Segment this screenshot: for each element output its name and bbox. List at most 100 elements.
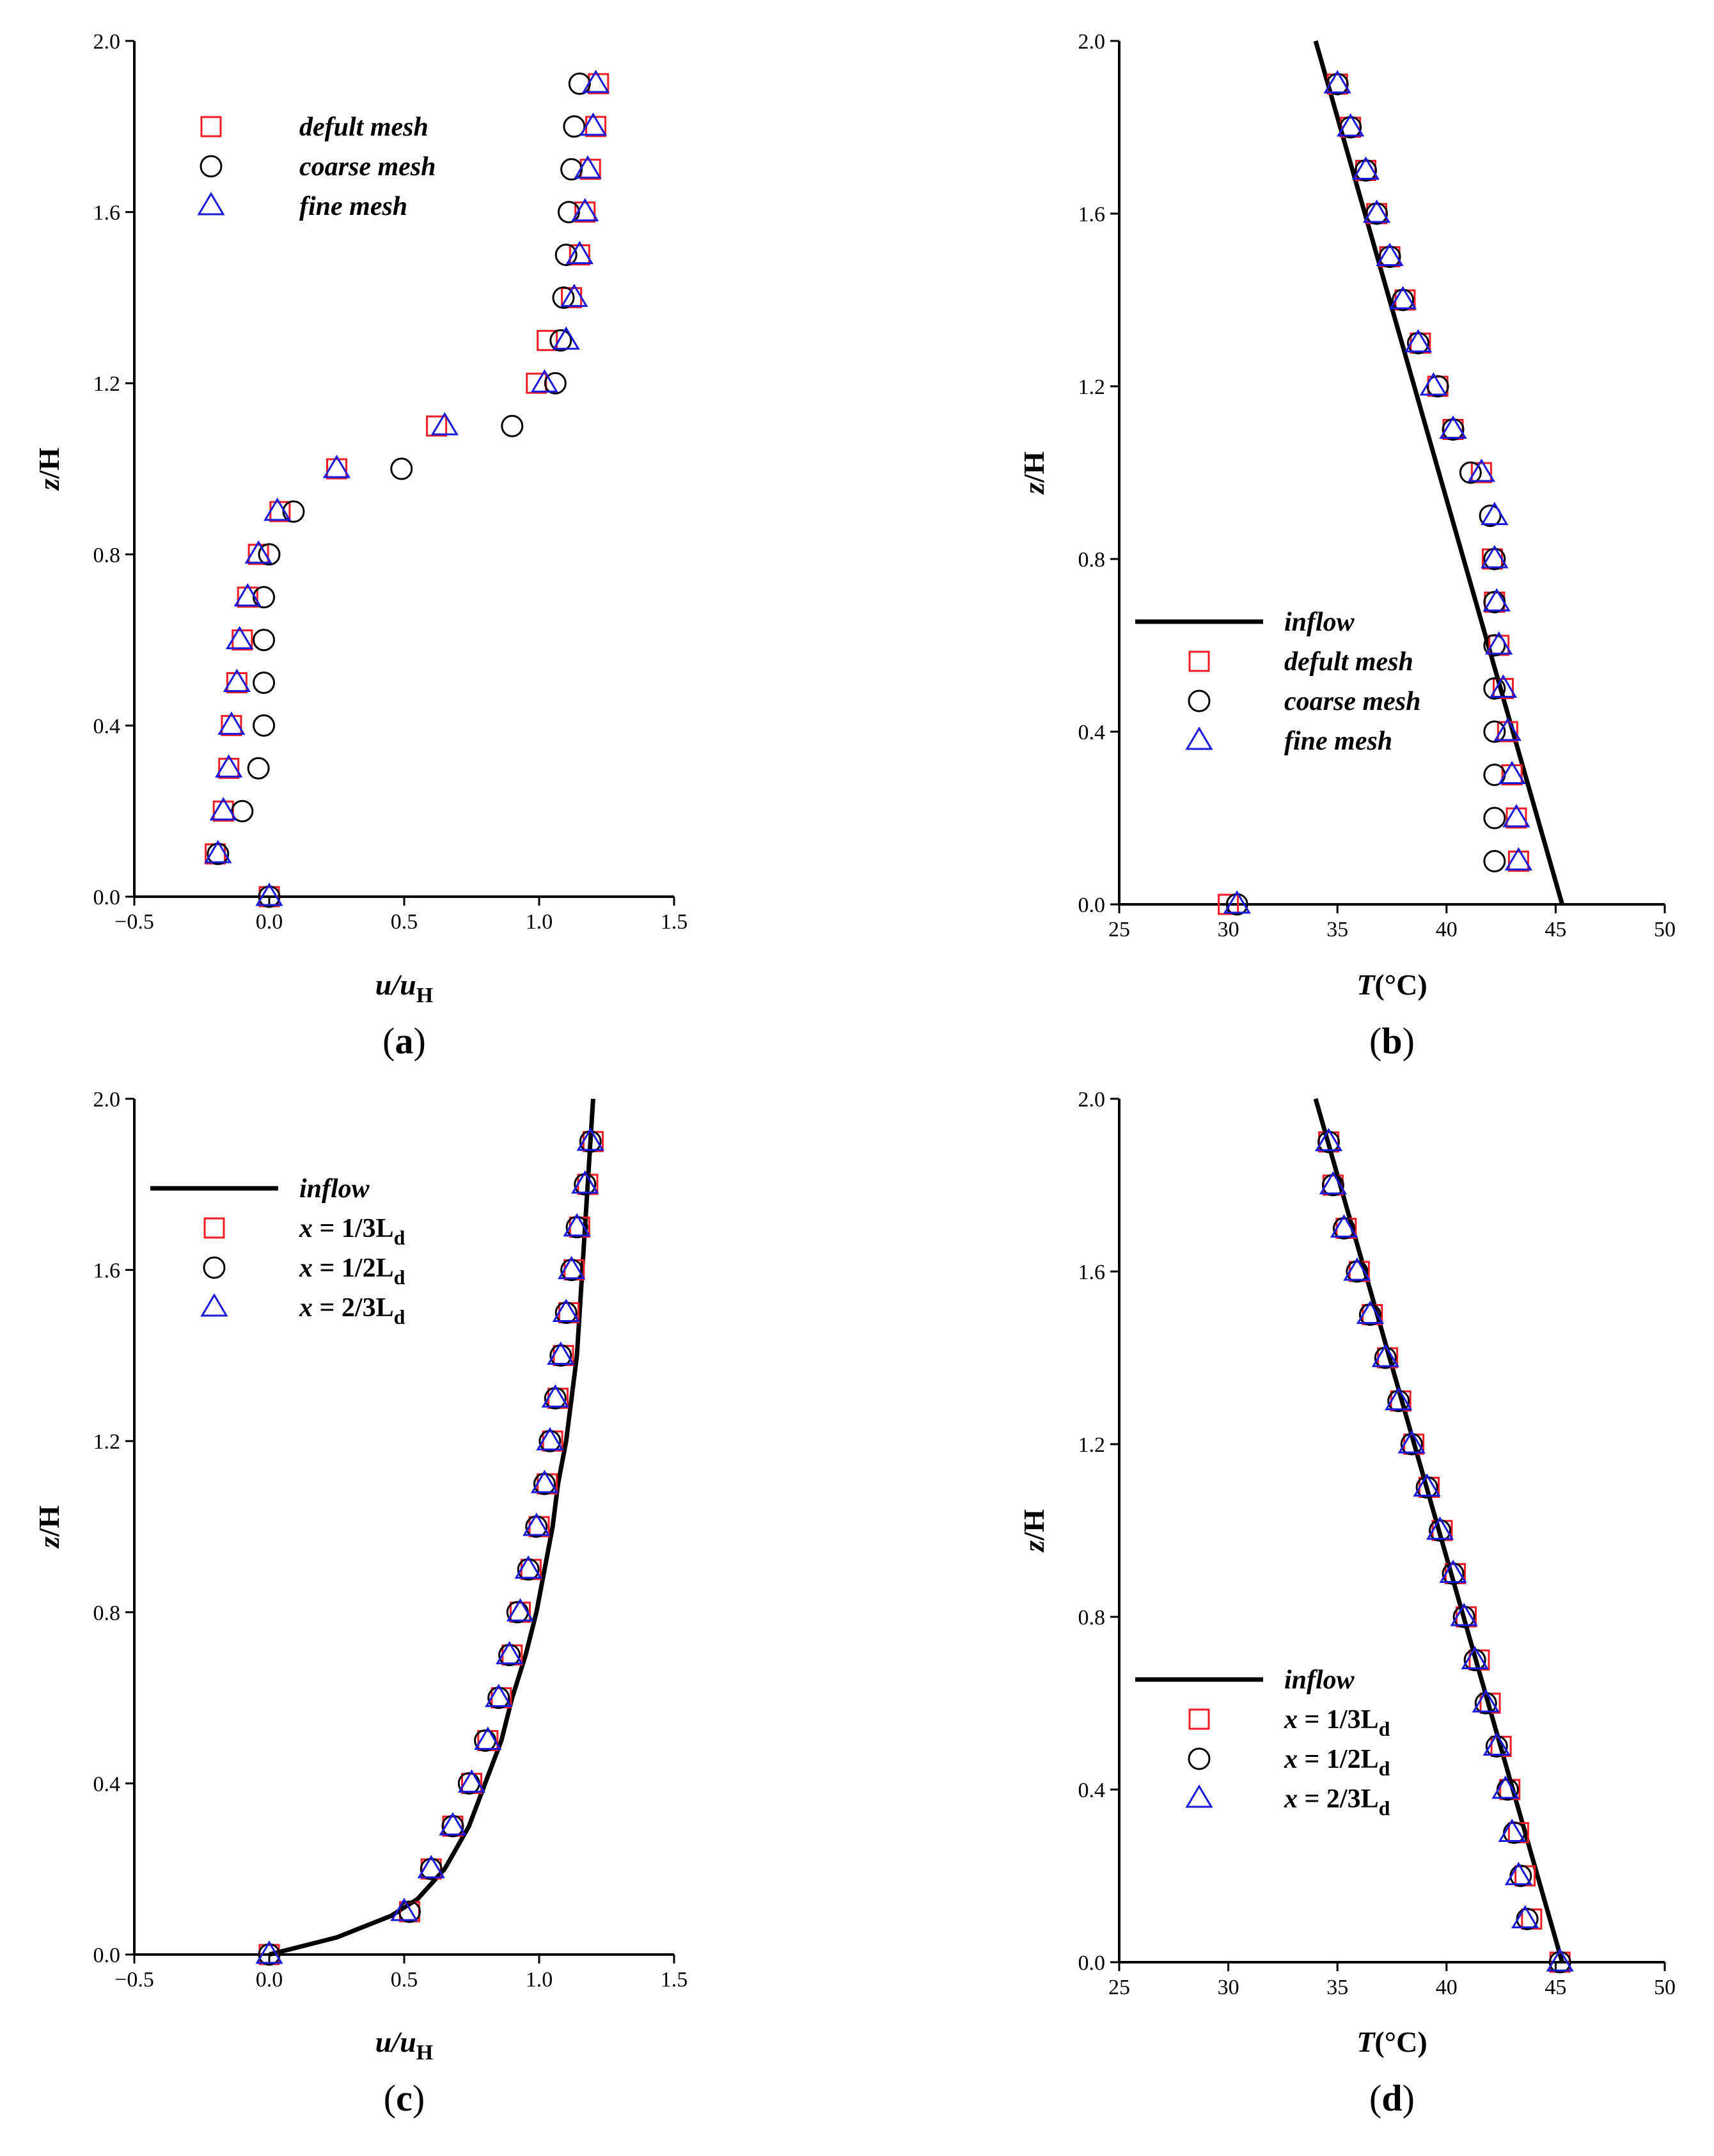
circle-data-point xyxy=(560,1259,583,1282)
x-tick-label: −0.5 xyxy=(114,910,154,934)
triangle-data-point xyxy=(209,797,237,821)
square-data-point xyxy=(326,458,347,480)
square-data-point xyxy=(1493,678,1514,699)
circle-data-point xyxy=(258,885,281,908)
triangle-data-point xyxy=(1485,631,1513,655)
triangle-data-point xyxy=(233,583,262,607)
triangle-data-point xyxy=(1482,588,1511,611)
legend-label: x = 2/3Ld xyxy=(299,1293,405,1328)
inflow-line xyxy=(269,1098,595,1957)
circle-data-point xyxy=(544,1387,567,1410)
circle-data-point xyxy=(1387,1390,1410,1412)
triangle-data-point xyxy=(1502,804,1530,828)
x-tick-label: 35 xyxy=(1326,918,1348,941)
x-tick-label: 0.0 xyxy=(256,910,283,934)
x-tick-label: 30 xyxy=(1218,918,1239,941)
circle-data-point xyxy=(1415,1476,1438,1499)
y-tick-label: 1.2 xyxy=(1078,375,1106,399)
triangle-data-point xyxy=(1450,1603,1478,1626)
y-tick-label: 0.8 xyxy=(1078,1606,1106,1630)
x-tick-label: 25 xyxy=(1108,918,1130,941)
legend-circle-swatch xyxy=(1188,689,1211,712)
triangle-data-point xyxy=(1511,1905,1539,1928)
legend-circle-swatch xyxy=(200,155,223,178)
triangle-data-point xyxy=(1482,1732,1511,1756)
legend-label: inflow xyxy=(1284,608,1355,637)
square-data-point xyxy=(574,201,596,223)
panel-label: (a) xyxy=(382,1020,426,1062)
legend-triangle-swatch xyxy=(200,1293,228,1317)
triangle-data-point xyxy=(579,112,608,136)
triangle-data-point xyxy=(560,283,588,307)
circle-data-point xyxy=(1321,1174,1344,1197)
y-tick-label: 2.0 xyxy=(1078,1088,1106,1112)
circle-data-point xyxy=(1442,1562,1465,1585)
circle-data-point xyxy=(533,1472,556,1495)
y-tick-label: 2.0 xyxy=(93,1088,121,1112)
circle-data-point xyxy=(258,1943,281,1966)
square-data-point xyxy=(1506,807,1527,829)
triangle-data-point xyxy=(1413,1473,1441,1497)
legend-square-swatch xyxy=(1188,1708,1210,1730)
square-data-point xyxy=(248,544,269,565)
triangle-data-point xyxy=(322,455,351,478)
circle-data-point xyxy=(1474,1692,1497,1715)
y-tick-label: 0.4 xyxy=(1078,721,1106,744)
triangle-data-point xyxy=(576,1127,604,1151)
y-tick-label: 1.6 xyxy=(93,1259,121,1283)
legend-label: coarse mesh xyxy=(1284,687,1421,716)
x-tick-label: 45 xyxy=(1545,918,1566,941)
x-tick-label: 40 xyxy=(1436,1976,1458,1999)
triangle-data-point xyxy=(1397,1430,1426,1454)
triangle-data-point xyxy=(223,668,251,692)
triangle-data-point xyxy=(1481,545,1509,569)
triangle-data-point xyxy=(1489,674,1518,698)
legend-square-swatch xyxy=(200,116,222,138)
circle-data-point xyxy=(544,372,567,395)
circle-data-point xyxy=(253,672,276,694)
x-tick-label: 40 xyxy=(1436,918,1458,941)
legend-triangle-swatch xyxy=(1185,1784,1213,1808)
circle-data-point xyxy=(517,1558,540,1581)
triangle-data-point xyxy=(390,1898,418,1921)
y-tick-label: 1.6 xyxy=(1078,1261,1106,1284)
circle-data-point xyxy=(1548,1951,1571,1974)
triangle-data-point xyxy=(1472,1689,1500,1713)
circle-data-point xyxy=(1346,1260,1369,1283)
circle-data-point xyxy=(579,1130,602,1153)
triangle-data-point xyxy=(1426,1516,1454,1540)
triangle-data-point xyxy=(1385,1387,1413,1410)
y-tick-label: 1.2 xyxy=(1078,1433,1106,1457)
legend: inflow x = 1/3Ld x = 1/2Ld x = 2/3Ld xyxy=(1135,1665,1390,1820)
circle-data-point xyxy=(1378,246,1401,268)
triangle-data-point xyxy=(541,1384,569,1408)
x-tick-label: 35 xyxy=(1326,1976,1348,1999)
triangle-data-point xyxy=(417,1855,445,1878)
square-data-point xyxy=(221,714,242,736)
triangle-data-point xyxy=(1356,1300,1385,1324)
square-data-point xyxy=(237,586,258,608)
legend-label: fine mesh xyxy=(1284,727,1392,756)
triangle-data-point xyxy=(1439,1559,1467,1583)
panel-label: (b) xyxy=(1369,1020,1415,1062)
triangle-data-point xyxy=(215,754,243,778)
triangle-data-point xyxy=(1546,1948,1574,1972)
triangle-data-point xyxy=(571,198,599,222)
panel-label: (d) xyxy=(1369,2077,1415,2119)
triangle-data-point xyxy=(204,840,232,863)
y-tick-label: 1.2 xyxy=(93,1430,121,1454)
triangle-data-point xyxy=(536,1427,564,1451)
circle-data-point xyxy=(1339,116,1362,139)
y-tick-label: 1.6 xyxy=(93,201,121,225)
circle-data-point xyxy=(554,1302,578,1324)
triangle-data-point xyxy=(485,1683,513,1708)
x-axis-label: u/uH xyxy=(375,2026,433,2065)
triangle-data-point xyxy=(430,412,459,436)
square-data-point xyxy=(569,244,590,265)
circle-data-point xyxy=(1392,288,1415,311)
circle-data-point xyxy=(1400,1433,1423,1456)
triangle-data-point xyxy=(1481,501,1509,525)
circle-data-point xyxy=(549,329,572,352)
triangle-data-point xyxy=(571,1170,599,1194)
y-tick-label: 1.2 xyxy=(93,372,121,396)
